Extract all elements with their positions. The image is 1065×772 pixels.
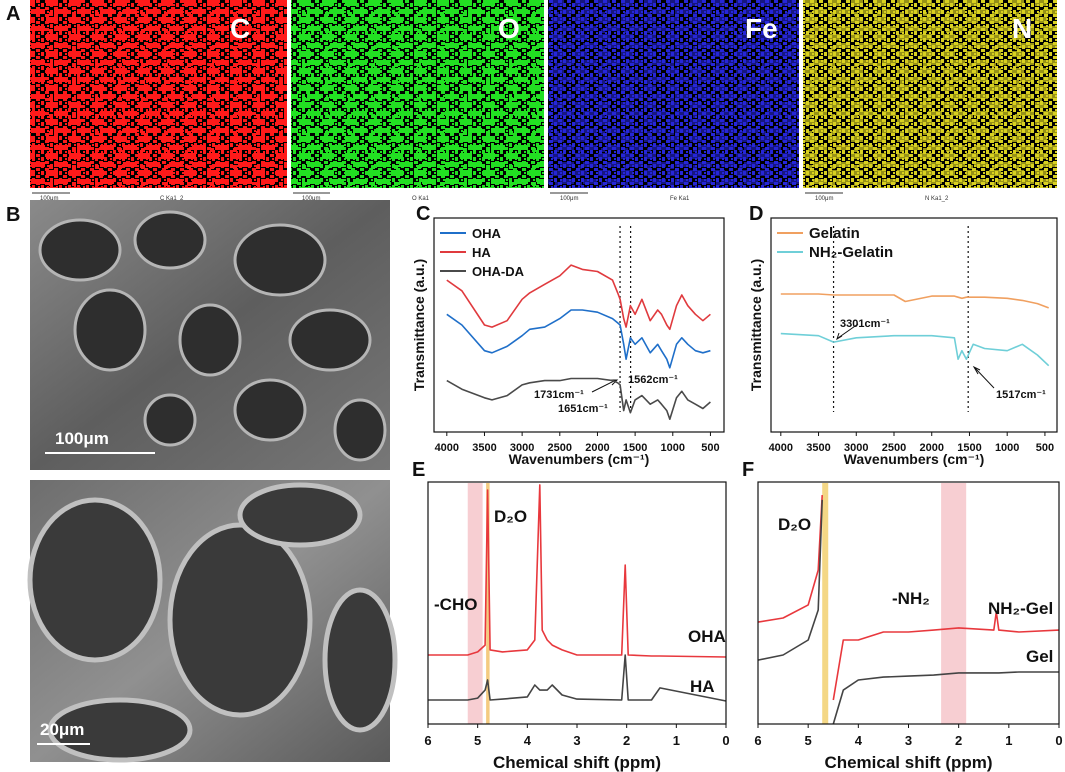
map-caption: O Ka1 <box>412 196 430 202</box>
x-tick-label: 3 <box>573 733 580 748</box>
element-label: C <box>230 13 250 44</box>
x-tick-label: 4000 <box>435 442 459 454</box>
map: N 100μm N Ka1_2 <box>803 0 1057 202</box>
x-tick-label: 2 <box>955 733 962 748</box>
annotation: NH₂-Gel <box>988 599 1053 618</box>
highlight-band <box>822 483 829 724</box>
map: O 100μm O Ka1 <box>291 0 544 202</box>
y-axis-label: Transmittance (a.u.) <box>748 259 764 391</box>
annotation: 3301cm⁻¹ <box>840 318 890 330</box>
highlight-band <box>941 483 967 724</box>
scale-label: 100μm <box>560 196 578 202</box>
scale-label: 20μm <box>40 720 84 739</box>
annotation: D₂O <box>778 515 811 534</box>
x-tick-label: 5 <box>474 733 481 748</box>
x-tick-label: 2 <box>623 733 630 748</box>
highlight-band <box>467 483 483 724</box>
scale-label: 100μm <box>302 196 320 202</box>
x-axis-label: Chemical shift (ppm) <box>824 753 992 772</box>
annotation: -NH₂ <box>892 589 930 608</box>
panel-label: E <box>412 459 425 481</box>
annotation: 1731cm⁻¹ <box>534 389 584 401</box>
x-tick-label: 1500 <box>957 442 981 454</box>
x-axis-label: Wavenumbers (cm⁻¹) <box>844 451 985 467</box>
x-tick-label: 6 <box>424 733 431 748</box>
series-line <box>446 377 711 420</box>
map: Fe 100μm Fe Ka1 <box>548 0 799 202</box>
x-tick-label: 3000 <box>844 442 868 454</box>
eds-maps: C 100μm C Ka1_2 O 100μm O Ka1 Fe 100μm F… <box>30 0 1057 202</box>
highlight-band <box>486 483 490 724</box>
x-tick-label: 4 <box>524 733 532 748</box>
series-line <box>780 332 1050 367</box>
scale-label: 100μm <box>40 196 58 202</box>
x-tick-label: 2500 <box>548 442 572 454</box>
x-tick-label: 3500 <box>806 442 830 454</box>
x-axis-label: Wavenumbers (cm⁻¹) <box>509 451 650 467</box>
plot-frame <box>770 217 1058 433</box>
x-tick-label: 5 <box>805 733 812 748</box>
x-tick-label: 500 <box>1036 442 1054 454</box>
series-line <box>446 309 711 369</box>
annotation: -CHO <box>434 595 477 614</box>
x-tick-label: 4000 <box>769 442 793 454</box>
x-axis-label: Chemical shift (ppm) <box>493 753 661 772</box>
panel-label: C <box>416 203 430 225</box>
map: C 100μm C Ka1_2 <box>30 0 287 202</box>
arrows <box>591 323 995 393</box>
legend-label: OHA <box>472 226 502 241</box>
annotation: OHA <box>688 627 726 646</box>
plot-frame <box>433 217 725 433</box>
x-tick-label: 1 <box>1005 733 1012 748</box>
x-tick-label: 1 <box>673 733 680 748</box>
element-label: N <box>1012 13 1032 44</box>
x-tick-label: 0 <box>1055 733 1062 748</box>
x-tick-label: 3500 <box>472 442 496 454</box>
series-line <box>757 499 1059 725</box>
element-label: Fe <box>745 13 778 44</box>
element-label: O <box>498 13 520 44</box>
scale-label: 100μm <box>55 429 109 448</box>
legend-label: NH₂-Gelatin <box>809 244 893 261</box>
sem-images: 100μm 20μm <box>27 200 398 763</box>
series-line <box>428 654 727 702</box>
annotation: D₂O <box>494 507 527 526</box>
series-line <box>446 264 711 331</box>
legend-label: OHA-DA <box>472 264 525 279</box>
annotation: Gel <box>1026 647 1053 666</box>
map-caption: Fe Ka1 <box>670 196 690 202</box>
x-tick-label: 6 <box>754 733 761 748</box>
panel-label: D <box>749 203 763 225</box>
x-tick-label: 1500 <box>623 442 647 454</box>
x-tick-label: 1000 <box>995 442 1019 454</box>
x-tick-label: 2000 <box>585 442 609 454</box>
y-axis-label: Transmittance (a.u.) <box>411 259 427 391</box>
scale-label: 100μm <box>815 196 833 202</box>
x-tick-label: 3000 <box>510 442 534 454</box>
sem-image: 100μm <box>30 200 390 470</box>
x-tick-label: 2500 <box>882 442 906 454</box>
panel-label: B <box>6 204 20 226</box>
annotation: 1517cm⁻¹ <box>996 389 1046 401</box>
annotation: HA <box>690 677 715 696</box>
series-line <box>757 495 1060 701</box>
annotation: 1562cm⁻¹ <box>628 374 678 386</box>
x-tick-label: 0 <box>722 733 729 748</box>
panel-label: F <box>742 459 754 481</box>
annotation: 1651cm⁻¹ <box>558 403 608 415</box>
x-tick-label: 2000 <box>919 442 943 454</box>
x-tick-label: 3 <box>905 733 912 748</box>
panel-label: A <box>6 3 20 25</box>
series-line <box>780 293 1049 309</box>
legend-label: Gelatin <box>809 225 860 242</box>
legend-label: HA <box>472 245 491 260</box>
x-tick-label: 4 <box>855 733 863 748</box>
map-caption: N Ka1_2 <box>925 196 949 202</box>
map-caption: C Ka1_2 <box>160 196 184 202</box>
series-line <box>428 484 727 658</box>
sem-image: 20μm <box>27 480 398 763</box>
x-tick-label: 500 <box>701 442 719 454</box>
x-tick-label: 1000 <box>661 442 685 454</box>
